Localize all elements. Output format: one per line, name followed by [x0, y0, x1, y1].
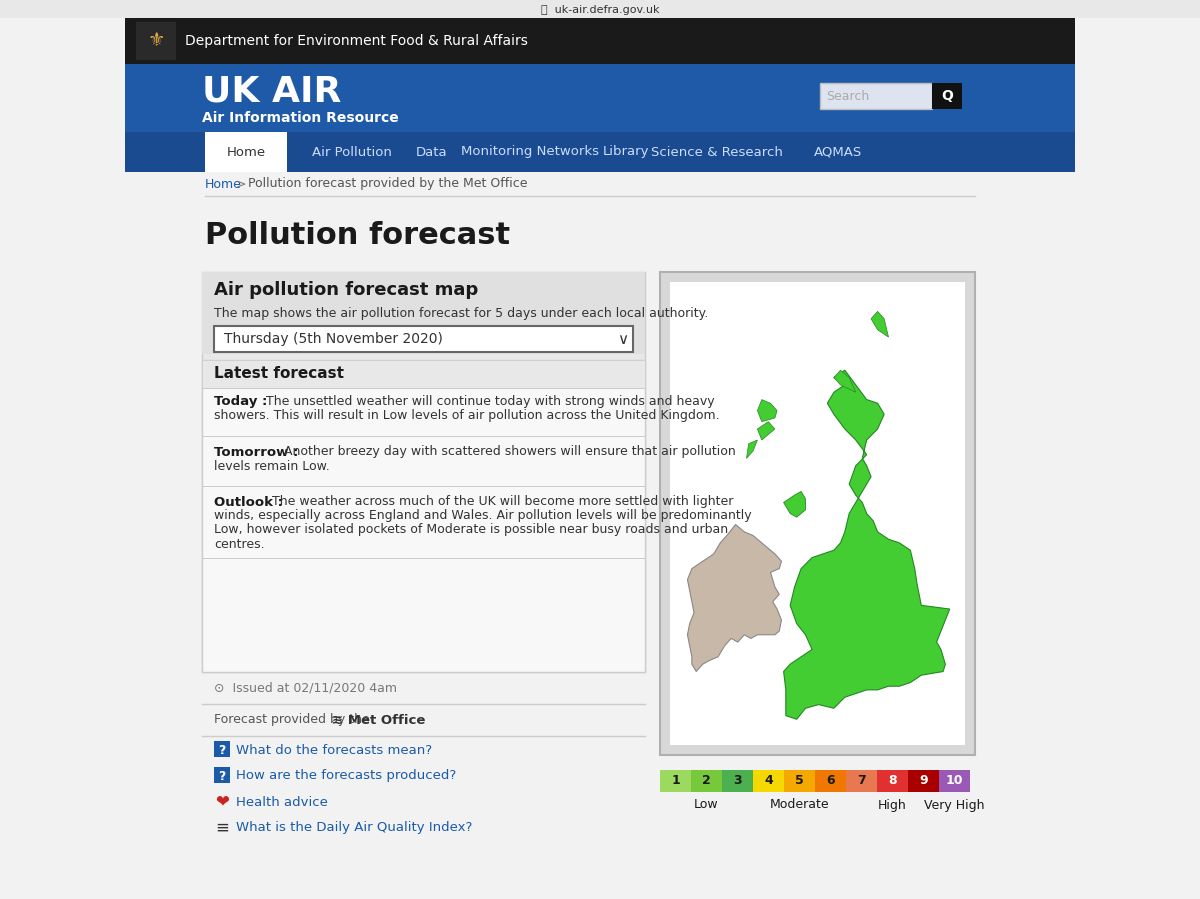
Text: 🔒  uk-air.defra.gov.uk: 🔒 uk-air.defra.gov.uk: [541, 5, 659, 15]
Text: Another breezy day with scattered showers will ensure that air pollution: Another breezy day with scattered shower…: [284, 446, 736, 458]
Text: ❤: ❤: [215, 793, 229, 811]
Polygon shape: [757, 399, 778, 422]
Text: Today :: Today :: [214, 396, 268, 408]
Text: What is the Daily Air Quality Index?: What is the Daily Air Quality Index?: [236, 822, 473, 834]
Text: ≋ Met Office: ≋ Met Office: [332, 714, 425, 726]
Polygon shape: [871, 311, 888, 337]
Text: AQMAS: AQMAS: [814, 146, 862, 158]
Text: 9: 9: [919, 775, 928, 788]
Text: 6: 6: [826, 775, 835, 788]
Text: ⊙  Issued at 02/11/2020 4am: ⊙ Issued at 02/11/2020 4am: [214, 681, 397, 695]
Bar: [214, 741, 230, 757]
Text: Low: Low: [694, 798, 719, 812]
Text: Search: Search: [826, 90, 869, 102]
Text: ?: ?: [218, 743, 226, 756]
Text: Home: Home: [227, 146, 265, 158]
Text: levels remain Low.: levels remain Low.: [214, 459, 330, 473]
Text: Department for Environment Food & Rural Affairs: Department for Environment Food & Rural …: [185, 34, 528, 48]
Polygon shape: [784, 370, 949, 719]
Text: ≡: ≡: [215, 819, 229, 837]
Bar: [846, 770, 877, 792]
Text: 5: 5: [796, 775, 804, 788]
Text: Latest forecast: Latest forecast: [214, 367, 344, 381]
Text: What do the forecasts mean?: What do the forecasts mean?: [236, 743, 432, 756]
Bar: [214, 326, 634, 352]
Bar: [202, 272, 646, 354]
Text: ∨: ∨: [618, 332, 629, 346]
Text: Data: Data: [416, 146, 448, 158]
Text: Home: Home: [205, 177, 242, 191]
Text: Very High: Very High: [924, 798, 985, 812]
Bar: [660, 770, 691, 792]
Text: Tomorrow :: Tomorrow :: [214, 446, 299, 458]
Text: Forecast provided by the: Forecast provided by the: [214, 714, 370, 726]
Bar: [691, 770, 722, 792]
Text: showers. This will result in Low levels of air pollution across the United Kingd: showers. This will result in Low levels …: [214, 410, 720, 423]
Text: 3: 3: [733, 775, 742, 788]
Bar: [214, 767, 230, 783]
Text: Pollution forecast provided by the Met Office: Pollution forecast provided by the Met O…: [248, 177, 528, 191]
Bar: [202, 558, 646, 559]
Text: ⚜: ⚜: [148, 31, 164, 50]
Polygon shape: [757, 422, 775, 440]
Bar: [205, 132, 287, 172]
Text: 8: 8: [888, 775, 896, 788]
Text: Pollution forecast: Pollution forecast: [205, 221, 510, 251]
Text: >: >: [236, 177, 246, 191]
Bar: [670, 282, 965, 745]
Bar: [202, 360, 646, 672]
Polygon shape: [784, 492, 805, 517]
Bar: [784, 770, 815, 792]
Bar: [125, 64, 1075, 132]
Bar: [202, 486, 646, 487]
Text: Library: Library: [602, 146, 649, 158]
Bar: [0, 0, 1200, 18]
Text: The unsettled weather will continue today with strong winds and heavy: The unsettled weather will continue toda…: [266, 396, 715, 408]
Text: ?: ?: [218, 770, 226, 782]
Bar: [722, 770, 754, 792]
Text: winds, especially across England and Wales. Air pollution levels will be predomi: winds, especially across England and Wal…: [214, 510, 751, 522]
Text: Air Pollution: Air Pollution: [312, 146, 392, 158]
Bar: [815, 770, 846, 792]
Bar: [202, 436, 646, 437]
Text: Health advice: Health advice: [236, 796, 328, 808]
Text: The weather across much of the UK will become more settled with lighter: The weather across much of the UK will b…: [272, 495, 733, 509]
Text: 4: 4: [764, 775, 773, 788]
Bar: [908, 770, 940, 792]
Bar: [877, 770, 908, 792]
Bar: [202, 388, 646, 389]
Text: 7: 7: [857, 775, 866, 788]
Bar: [125, 18, 1075, 64]
Polygon shape: [746, 440, 757, 458]
Bar: [125, 132, 1075, 172]
Bar: [820, 83, 932, 109]
Bar: [660, 272, 974, 755]
Bar: [932, 83, 962, 109]
Text: centres.: centres.: [214, 538, 265, 550]
Bar: [202, 272, 646, 672]
Text: UK AIR: UK AIR: [202, 74, 341, 108]
Text: Moderate: Moderate: [769, 798, 829, 812]
Text: Outlook :: Outlook :: [214, 495, 283, 509]
Text: 2: 2: [702, 775, 710, 788]
Text: Low, however isolated pockets of Moderate is possible near busy roads and urban: Low, however isolated pockets of Moderat…: [214, 523, 728, 537]
Text: How are the forecasts produced?: How are the forecasts produced?: [236, 770, 456, 782]
Bar: [754, 770, 784, 792]
Text: Q: Q: [941, 89, 953, 103]
Text: 1: 1: [671, 775, 680, 788]
Text: Air pollution forecast map: Air pollution forecast map: [214, 281, 479, 299]
Text: Science & Research: Science & Research: [652, 146, 782, 158]
Text: High: High: [878, 798, 907, 812]
Polygon shape: [688, 524, 781, 672]
Text: Monitoring Networks: Monitoring Networks: [461, 146, 599, 158]
Text: Air Information Resource: Air Information Resource: [202, 111, 398, 125]
Text: Thursday (5th November 2020): Thursday (5th November 2020): [224, 332, 443, 346]
Text: The map shows the air pollution forecast for 5 days under each local authority.: The map shows the air pollution forecast…: [214, 307, 708, 321]
Bar: [136, 22, 176, 60]
Polygon shape: [834, 370, 856, 392]
Text: 10: 10: [946, 775, 964, 788]
Bar: [940, 770, 970, 792]
Bar: [202, 360, 646, 388]
